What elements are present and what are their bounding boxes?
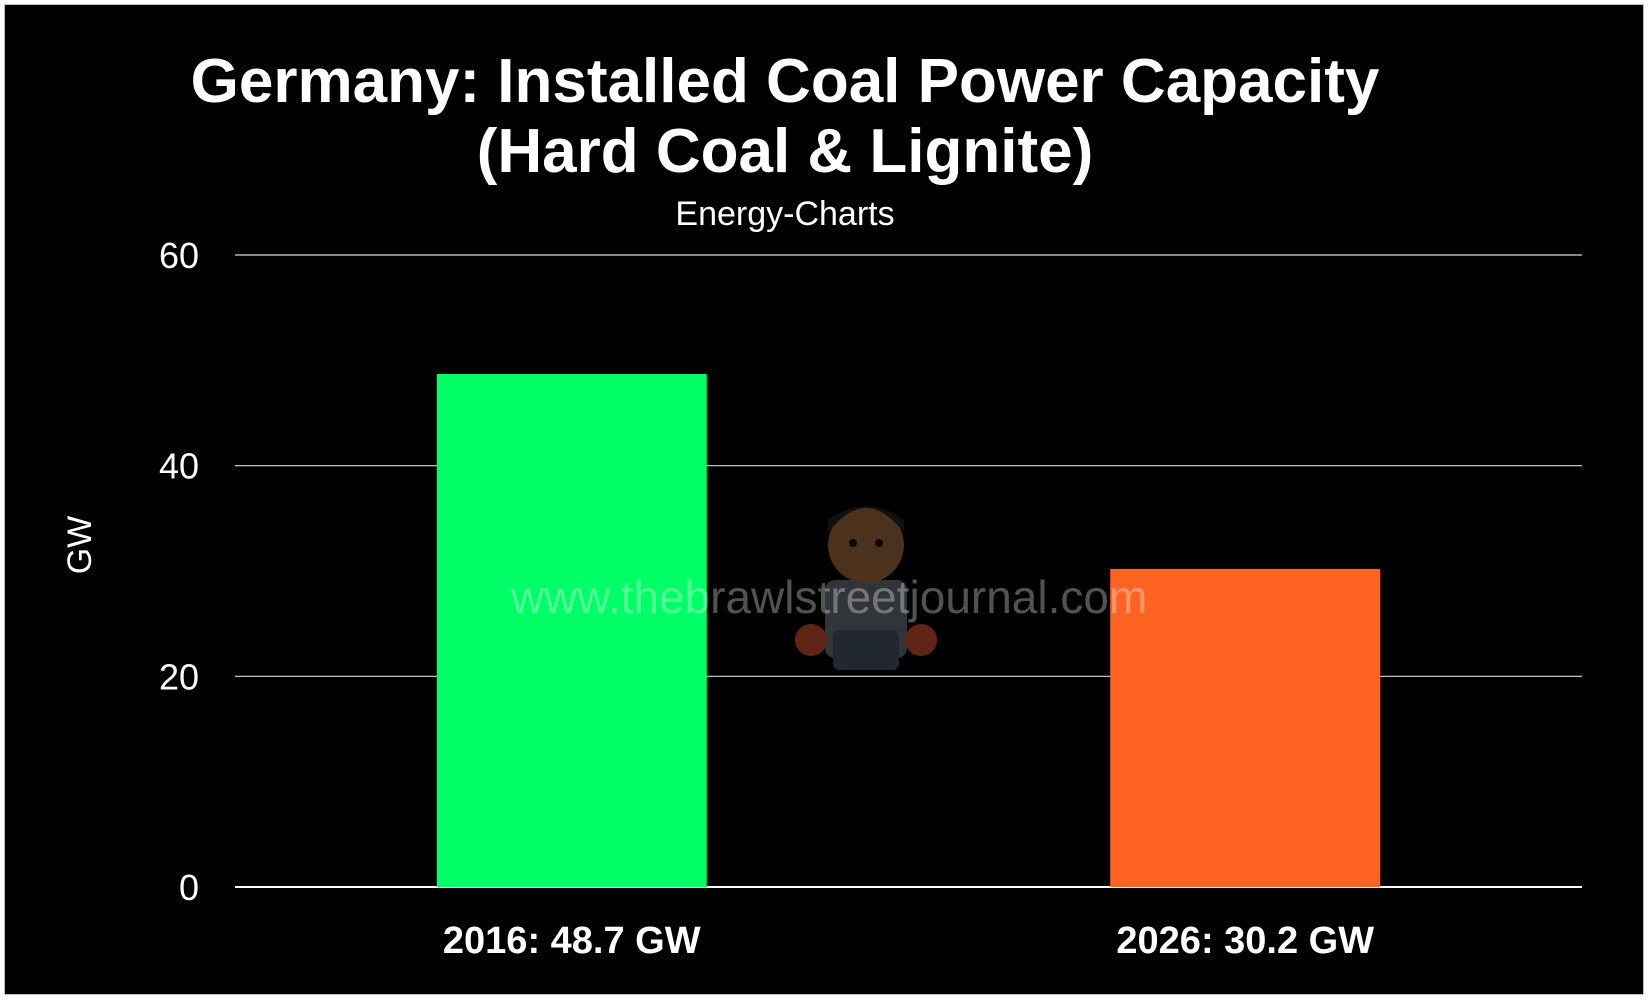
- chart-title-line-2: (Hard Coal & Lignite): [476, 117, 1094, 186]
- y-tick-label: 20: [159, 656, 199, 697]
- x-tick-label: 2026: 30.2 GW: [1116, 920, 1374, 962]
- mascot-icon: [795, 506, 937, 670]
- chart-subtitle: Energy-Charts: [675, 195, 895, 233]
- chart-title-line-1: Germany: Installed Coal Power Capacity: [190, 47, 1380, 116]
- x-tick-label: 2016: 48.7 GW: [443, 920, 701, 962]
- y-tick-label: 0: [179, 867, 199, 908]
- y-tick-label: 60: [159, 235, 199, 276]
- bar: [436, 374, 707, 887]
- y-axis-label: GW: [61, 516, 99, 575]
- watermark-text: www.thebrawlstreetjournal.com: [510, 571, 1148, 623]
- bar: [1110, 568, 1381, 887]
- y-tick-label: 40: [159, 446, 199, 487]
- bar-chart: 0 20 40 60 GW 2016: 48.7 GW 2026: 30.2 GW www.t…: [61, 235, 1582, 962]
- chart-frame: Germany: Installed Coal Power Capacity (…: [4, 4, 1644, 995]
